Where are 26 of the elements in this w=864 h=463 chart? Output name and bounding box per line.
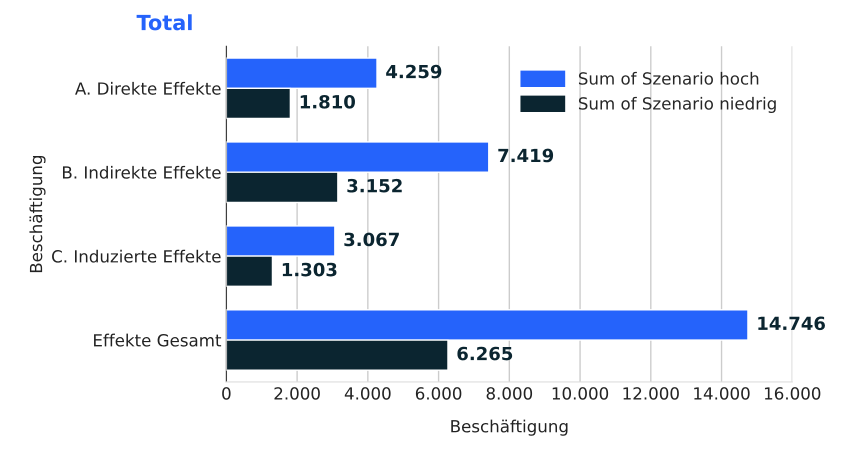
data-label: 4.259 xyxy=(386,64,442,78)
y-tick-label: A. Direkte Effekte xyxy=(75,82,221,95)
x-axis-title: Beschäftigung xyxy=(451,420,568,436)
x-tick-label: 8.000 xyxy=(486,387,532,400)
x-tick-label: 14.000 xyxy=(694,387,750,400)
data-label: 7.419 xyxy=(498,148,554,162)
data-label: 1.303 xyxy=(282,262,336,276)
x-tick-label: 0 xyxy=(222,387,231,400)
data-label: 1.810 xyxy=(300,94,355,109)
x-tick-label: 12.000 xyxy=(623,387,679,400)
x-tick-label: 10.000 xyxy=(552,387,608,400)
legend-label: Sum of Szenario niedrig xyxy=(578,96,776,113)
x-tick-label: 6.000 xyxy=(416,387,462,400)
y-tick-label: Effekte Gesamt xyxy=(94,334,222,347)
x-tick-label: 16.000 xyxy=(764,387,820,400)
data-label: 3.067 xyxy=(344,232,399,246)
y-tick-label: C. Induzierte Effekte xyxy=(52,250,221,263)
data-label: 6.265 xyxy=(457,346,512,360)
legend-label: Sum of Szenario hoch xyxy=(578,72,758,85)
x-tick-label: 2.000 xyxy=(274,387,320,400)
x-tick-label: 4.000 xyxy=(344,387,391,400)
y-tick-label: B. Indirekte Effekte xyxy=(62,166,221,179)
data-label: 14.746 xyxy=(758,316,825,330)
y-axis-title: Beschäftigung xyxy=(29,156,46,272)
chart-title: Total xyxy=(136,14,192,30)
data-label: 3.152 xyxy=(347,178,402,193)
